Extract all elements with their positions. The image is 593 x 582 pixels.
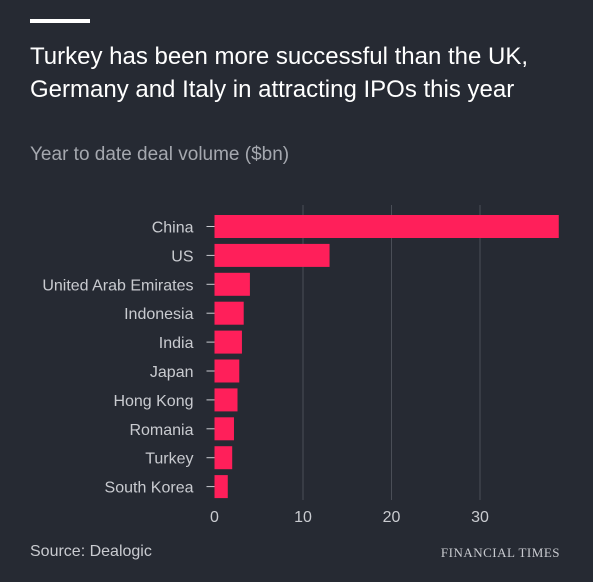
x-tick-label: 0 <box>210 509 219 526</box>
category-label: US <box>171 248 193 265</box>
source-note: Source: Dealogic <box>30 543 152 560</box>
category-label: China <box>152 220 194 237</box>
category-label: India <box>159 335 194 352</box>
top-accent-bar <box>30 19 90 23</box>
category-label: Indonesia <box>124 306 193 323</box>
bar <box>214 359 240 383</box>
x-tick-label: 10 <box>294 509 312 526</box>
brand-wordmark: FINANCIAL TIMES <box>440 545 560 560</box>
category-label: Romania <box>129 422 193 439</box>
x-tick-label: 20 <box>383 509 401 526</box>
bar <box>214 388 238 412</box>
bar <box>214 330 242 354</box>
category-label: United Arab Emirates <box>42 277 193 294</box>
chart-title: Turkey has been more successful than the… <box>30 43 529 103</box>
bar <box>214 301 244 325</box>
x-tick-label: 30 <box>471 509 489 526</box>
bar <box>214 417 234 441</box>
category-label: Turkey <box>145 451 193 468</box>
bar <box>214 446 233 470</box>
bar <box>214 475 228 499</box>
bar <box>214 243 330 267</box>
category-label: Hong Kong <box>113 393 193 410</box>
bar <box>214 272 250 296</box>
chart-subtitle: Year to date deal volume ($bn) <box>30 144 290 165</box>
category-label: South Korea <box>105 480 194 497</box>
category-label: Japan <box>150 364 194 381</box>
bar <box>214 215 559 238</box>
